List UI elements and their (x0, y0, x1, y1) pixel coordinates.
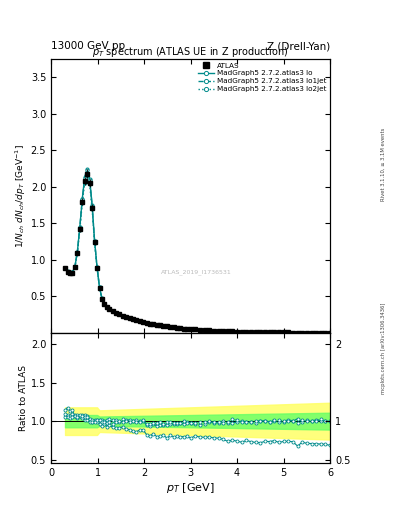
Legend: ATLAS, MadGraph5 2.7.2.atlas3 lo, MadGraph5 2.7.2.atlas3 lo1jet, MadGraph5 2.7.2: ATLAS, MadGraph5 2.7.2.atlas3 lo, MadGra… (197, 61, 328, 94)
Text: ATLAS_2019_I1736531: ATLAS_2019_I1736531 (161, 270, 231, 275)
Title: $p_{T}$ spectrum (ATLAS UE in Z production): $p_{T}$ spectrum (ATLAS UE in Z producti… (92, 45, 289, 59)
Text: 13000 GeV pp: 13000 GeV pp (51, 41, 125, 51)
Text: mcplots.cern.ch [arXiv:1306.3436]: mcplots.cern.ch [arXiv:1306.3436] (381, 303, 386, 394)
Text: Rivet 3.1.10, ≥ 3.1M events: Rivet 3.1.10, ≥ 3.1M events (381, 127, 386, 201)
Y-axis label: Ratio to ATLAS: Ratio to ATLAS (19, 365, 28, 431)
Y-axis label: $1/N_{ch}\;dN_{ch}/dp_{T}$ [GeV$^{-1}$]: $1/N_{ch}\;dN_{ch}/dp_{T}$ [GeV$^{-1}$] (13, 144, 28, 248)
Text: Z (Drell-Yan): Z (Drell-Yan) (267, 41, 330, 51)
X-axis label: $p_{T}$ [GeV]: $p_{T}$ [GeV] (166, 481, 215, 495)
